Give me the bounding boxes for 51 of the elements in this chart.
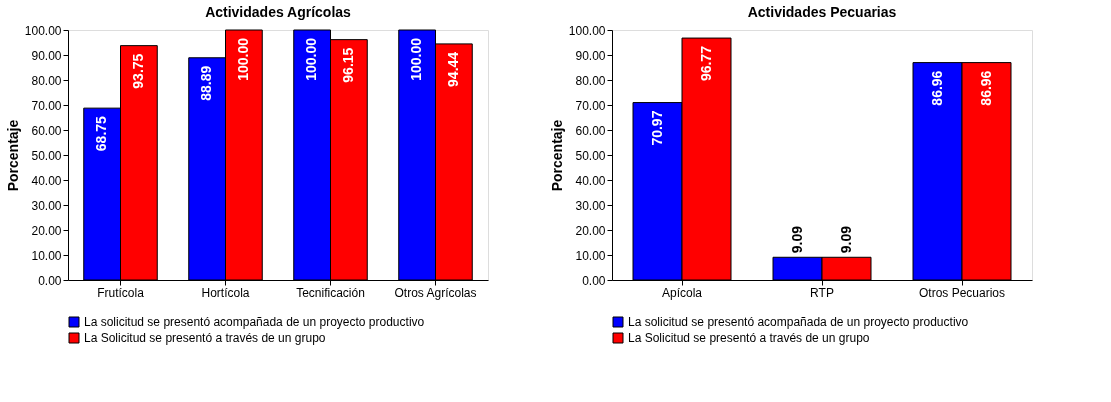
- y-tick-label: 40.00: [31, 173, 62, 188]
- x-tick-label: Hortícola: [201, 285, 250, 300]
- x-tick-label: RTP: [810, 285, 834, 300]
- y-tick-label: 90.00: [575, 48, 606, 63]
- y-tick-label: 60.00: [575, 123, 606, 138]
- y-tick-label: 70.00: [575, 98, 606, 113]
- y-tick-label: 100.00: [568, 23, 606, 38]
- data-label: 70.97: [648, 110, 665, 146]
- y-tick-label: 50.00: [31, 148, 62, 163]
- y-tick-label: 30.00: [575, 198, 606, 213]
- data-label: 86.96: [928, 70, 945, 106]
- chart-title: Actividades Agrícolas: [205, 4, 352, 20]
- data-label: 88.89: [198, 65, 215, 101]
- data-label: 9.09: [837, 225, 854, 254]
- data-label: 96.15: [339, 47, 356, 83]
- legend-label: La Solicitud se presentó a través de un grupo: [628, 331, 870, 345]
- legend-label: La Solicitud se presentó a través de un grupo: [84, 331, 326, 345]
- y-tick-label: 10.00: [31, 248, 62, 263]
- data-label: 86.96: [977, 70, 994, 106]
- legend-label: La solicitud se presentó acompañada de un proyecto productivo: [84, 315, 425, 329]
- x-tick-label: Otros Agrícolas: [394, 285, 477, 300]
- legend-label: La solicitud se presentó acompañada de un proyecto productivo: [628, 315, 969, 329]
- y-tick-label: 10.00: [575, 248, 606, 263]
- y-tick-label: 80.00: [575, 73, 606, 88]
- y-tick-label: 20.00: [575, 223, 606, 238]
- data-label: 9.09: [788, 225, 805, 254]
- chart-title: Actividades Pecuarias: [747, 4, 897, 20]
- x-tick-label: Apícola: [661, 285, 703, 300]
- x-tick-label: Otros Pecuarios: [918, 285, 1006, 300]
- y-tick-label: 70.00: [31, 98, 62, 113]
- data-label: 93.75: [129, 53, 146, 89]
- y-tick-label: 20.00: [31, 223, 62, 238]
- data-label: 100.00: [303, 37, 320, 81]
- y-tick-label: 100.00: [24, 23, 62, 38]
- x-tick-label: Frutícola: [97, 285, 145, 300]
- data-label: 100.00: [408, 37, 425, 81]
- data-label: 68.75: [93, 115, 110, 152]
- data-label: 94.44: [444, 51, 461, 87]
- y-axis-title: Porcentaje: [548, 119, 565, 192]
- x-tick-label: Tecnificación: [296, 285, 365, 300]
- y-tick-label: 90.00: [31, 48, 62, 63]
- y-tick-label: 30.00: [31, 198, 62, 213]
- y-tick-label: 80.00: [31, 73, 62, 88]
- y-tick-label: 50.00: [575, 148, 606, 163]
- y-axis-title: Porcentaje: [4, 119, 21, 192]
- data-label: 100.00: [234, 37, 251, 81]
- y-tick-label: 40.00: [575, 173, 606, 188]
- data-label: 96.77: [697, 45, 714, 82]
- y-tick-label: 0.00: [582, 273, 606, 288]
- y-tick-label: 60.00: [31, 123, 62, 138]
- y-tick-label: 0.00: [38, 273, 62, 288]
